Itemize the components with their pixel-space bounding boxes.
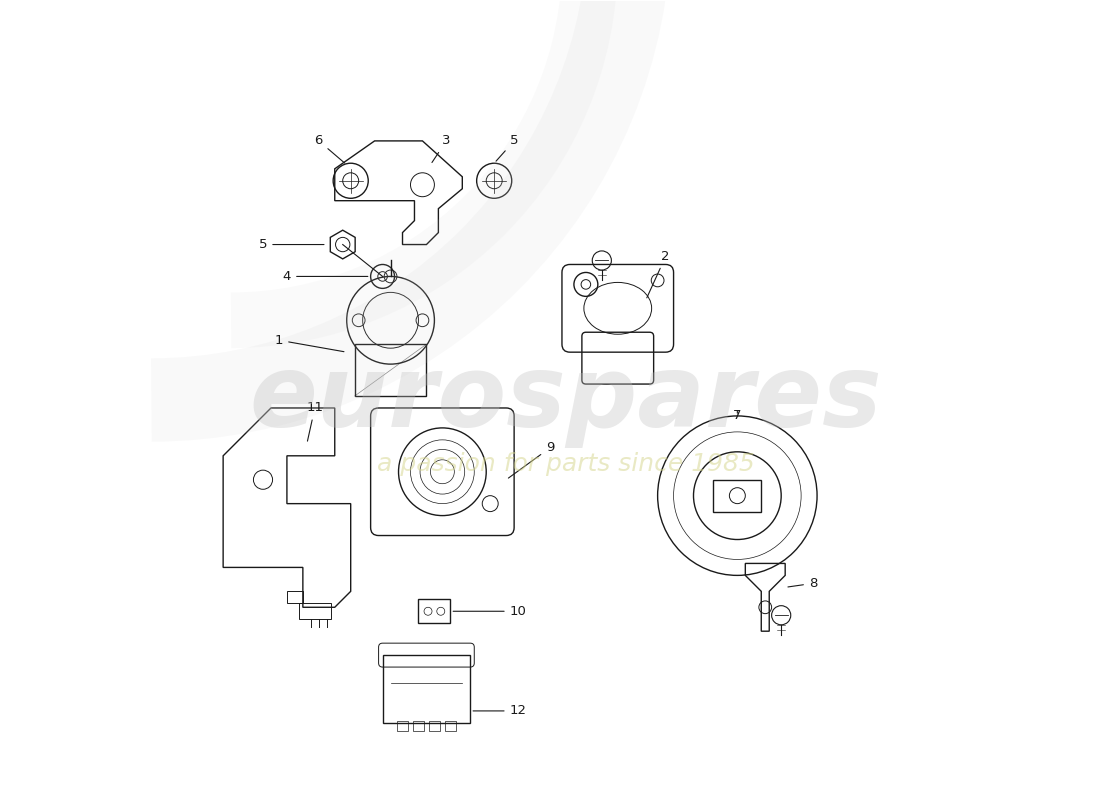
Text: 5: 5 [496, 134, 518, 161]
Text: 2: 2 [647, 250, 670, 298]
Text: 9: 9 [508, 442, 554, 478]
Text: 5: 5 [258, 238, 324, 251]
Bar [397, 722, 408, 731]
Text: 6: 6 [315, 134, 344, 163]
Text: 8: 8 [788, 577, 817, 590]
Bar [429, 722, 440, 731]
Bar [444, 722, 455, 731]
Text: 7: 7 [733, 410, 741, 422]
Text: 11: 11 [306, 402, 323, 441]
Text: 1: 1 [275, 334, 344, 352]
Bar [299, 603, 331, 619]
Bar [714, 480, 761, 512]
Text: eurospares: eurospares [250, 351, 882, 449]
Text: 12: 12 [473, 705, 527, 718]
Text: 10: 10 [453, 605, 527, 618]
Text: 4: 4 [283, 270, 367, 283]
Text: a passion for parts since 1985: a passion for parts since 1985 [377, 452, 755, 476]
Bar [287, 591, 303, 603]
Bar [418, 599, 450, 623]
Bar [412, 722, 424, 731]
Text: 3: 3 [432, 134, 451, 162]
Bar [383, 655, 471, 723]
Bar [354, 344, 427, 396]
